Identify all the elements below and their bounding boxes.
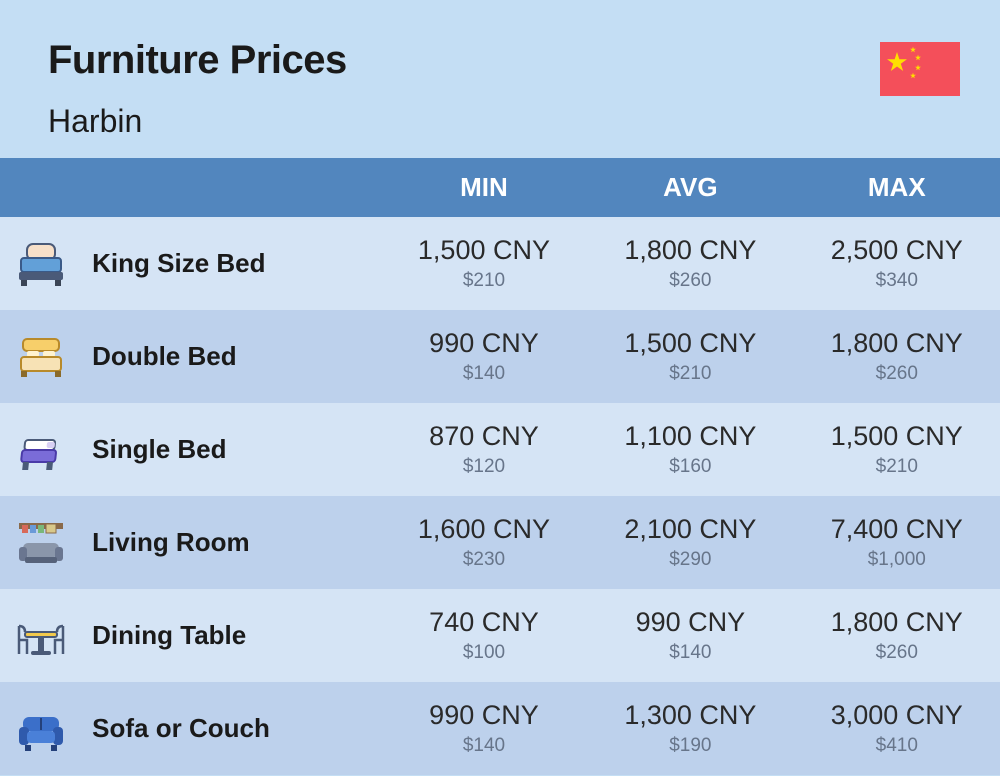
max-primary: 3,000 CNY	[794, 700, 1000, 731]
min-secondary: $140	[381, 363, 587, 385]
min-secondary: $210	[381, 270, 587, 292]
avg-primary: 990 CNY	[587, 607, 793, 638]
table-row: King Size Bed 1,500 CNY $210 1,800 CNY $…	[0, 217, 1000, 310]
min-secondary: $100	[381, 642, 587, 664]
sofa-icon	[0, 682, 82, 775]
avg-secondary: $140	[587, 642, 793, 664]
col-avg: AVG	[587, 158, 793, 217]
table-header-row: MIN AVG MAX	[0, 158, 1000, 217]
col-icon	[0, 158, 82, 217]
single-bed-icon	[0, 403, 82, 496]
header: Furniture Prices Harbin	[0, 0, 1000, 158]
page-subtitle: Harbin	[48, 103, 952, 140]
avg-primary: 1,800 CNY	[587, 235, 793, 266]
avg-primary: 2,100 CNY	[587, 514, 793, 545]
king-bed-icon	[0, 217, 82, 310]
table-row: Sofa or Couch 990 CNY $140 1,300 CNY $19…	[0, 682, 1000, 775]
max-secondary: $260	[794, 642, 1000, 664]
max-primary: 2,500 CNY	[794, 235, 1000, 266]
avg-secondary: $290	[587, 549, 793, 571]
table-row: Dining Table 740 CNY $100 990 CNY $140 1…	[0, 589, 1000, 682]
china-flag-icon	[880, 42, 960, 96]
min-primary: 990 CNY	[381, 700, 587, 731]
col-max: MAX	[794, 158, 1000, 217]
min-primary: 740 CNY	[381, 607, 587, 638]
max-primary: 1,800 CNY	[794, 607, 1000, 638]
col-min: MIN	[381, 158, 587, 217]
max-secondary: $260	[794, 363, 1000, 385]
avg-primary: 1,500 CNY	[587, 328, 793, 359]
page: Furniture Prices Harbin MIN	[0, 0, 1000, 776]
min-primary: 870 CNY	[381, 421, 587, 452]
living-room-icon	[0, 496, 82, 589]
item-name: Double Bed	[82, 341, 381, 372]
max-primary: 1,800 CNY	[794, 328, 1000, 359]
max-secondary: $410	[794, 735, 1000, 757]
dining-table-icon	[0, 589, 82, 682]
page-title: Furniture Prices	[48, 38, 952, 83]
double-bed-icon	[0, 310, 82, 403]
price-table: MIN AVG MAX King Size Bed 1,500 CNY $210…	[0, 158, 1000, 775]
avg-primary: 1,100 CNY	[587, 421, 793, 452]
col-name	[82, 158, 381, 217]
max-secondary: $210	[794, 456, 1000, 478]
avg-primary: 1,300 CNY	[587, 700, 793, 731]
item-name: Living Room	[82, 527, 381, 558]
min-secondary: $140	[381, 735, 587, 757]
avg-secondary: $260	[587, 270, 793, 292]
item-name: Sofa or Couch	[82, 713, 381, 744]
max-primary: 7,400 CNY	[794, 514, 1000, 545]
table-row: Double Bed 990 CNY $140 1,500 CNY $210 1…	[0, 310, 1000, 403]
max-secondary: $1,000	[794, 549, 1000, 571]
avg-secondary: $160	[587, 456, 793, 478]
min-primary: 1,500 CNY	[381, 235, 587, 266]
item-name: Dining Table	[82, 620, 381, 651]
max-primary: 1,500 CNY	[794, 421, 1000, 452]
avg-secondary: $210	[587, 363, 793, 385]
table-row: Living Room 1,600 CNY $230 2,100 CNY $29…	[0, 496, 1000, 589]
min-secondary: $230	[381, 549, 587, 571]
table-row: Single Bed 870 CNY $120 1,100 CNY $160 1…	[0, 403, 1000, 496]
max-secondary: $340	[794, 270, 1000, 292]
min-primary: 990 CNY	[381, 328, 587, 359]
avg-secondary: $190	[587, 735, 793, 757]
item-name: King Size Bed	[82, 248, 381, 279]
min-primary: 1,600 CNY	[381, 514, 587, 545]
min-secondary: $120	[381, 456, 587, 478]
item-name: Single Bed	[82, 434, 381, 465]
